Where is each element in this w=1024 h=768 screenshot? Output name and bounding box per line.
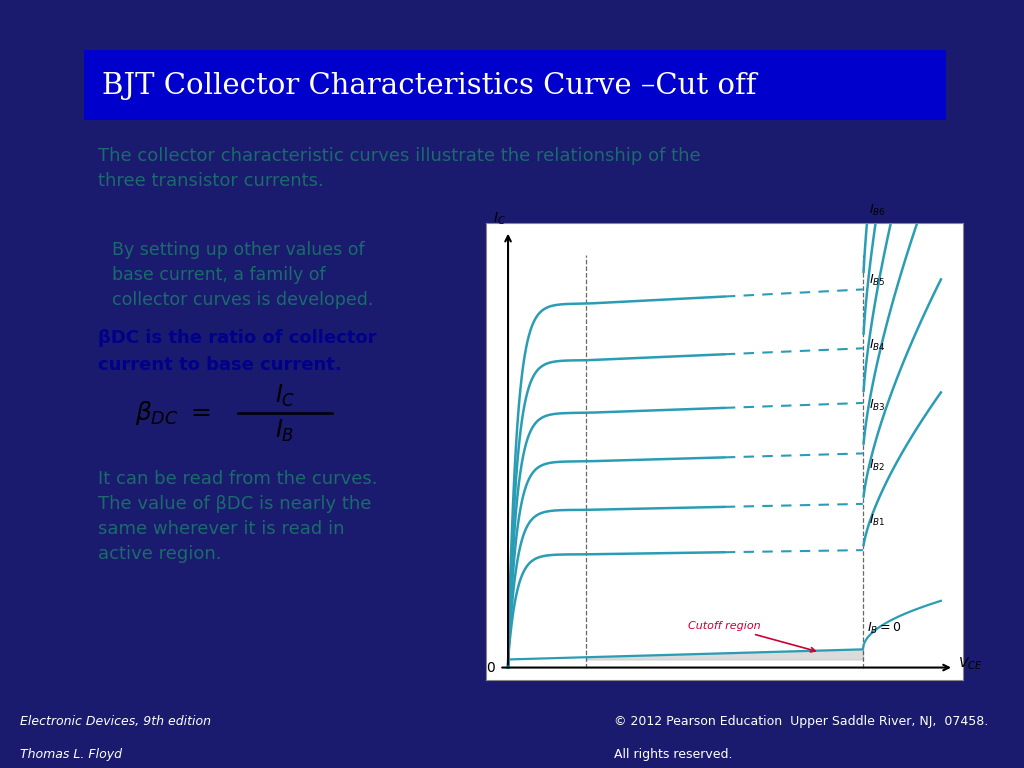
Text: Electronic Devices, 9th edition: Electronic Devices, 9th edition (20, 716, 212, 729)
Text: current to base current.: current to base current. (97, 356, 341, 374)
Text: $I_{B2}$: $I_{B2}$ (869, 458, 886, 473)
Text: It can be read from the curves.
The value of βDC is nearly the
same wherever it : It can be read from the curves. The valu… (97, 470, 377, 563)
Text: $I_{B5}$: $I_{B5}$ (869, 273, 886, 288)
Text: $I_C$: $I_C$ (493, 210, 506, 227)
Text: 0: 0 (486, 660, 495, 674)
Text: βDC is the ratio of collector: βDC is the ratio of collector (97, 329, 376, 347)
Text: $I_{B4}$: $I_{B4}$ (869, 338, 886, 353)
Text: Cutoff region: Cutoff region (688, 621, 815, 652)
Text: BJT Collector Characteristics Curve –Cut off: BJT Collector Characteristics Curve –Cut… (102, 71, 757, 100)
Text: By setting up other values of
base current, a family of
collector curves is deve: By setting up other values of base curre… (112, 241, 373, 310)
Text: $I_{B6}$: $I_{B6}$ (869, 203, 886, 218)
FancyBboxPatch shape (84, 50, 945, 121)
Text: © 2012 Pearson Education  Upper Saddle River, NJ,  07458.: © 2012 Pearson Education Upper Saddle Ri… (614, 716, 988, 729)
Text: All rights reserved.: All rights reserved. (614, 747, 733, 760)
Text: $I_{B1}$: $I_{B1}$ (869, 512, 886, 528)
Text: Thomas L. Floyd: Thomas L. Floyd (20, 747, 123, 760)
Text: $\beta_{\mathit{DC}}$$\ =$: $\beta_{\mathit{DC}}$$\ =$ (135, 399, 211, 427)
Text: $I_B$: $I_B$ (275, 418, 295, 444)
Text: $I_{B3}$: $I_{B3}$ (869, 398, 886, 413)
Text: The collector characteristic curves illustrate the relationship of the
three tra: The collector characteristic curves illu… (97, 147, 700, 190)
Text: $V_{CE}$: $V_{CE}$ (958, 655, 983, 672)
Text: $I_B = 0$: $I_B = 0$ (867, 621, 902, 636)
Text: $I_C$: $I_C$ (274, 383, 295, 409)
